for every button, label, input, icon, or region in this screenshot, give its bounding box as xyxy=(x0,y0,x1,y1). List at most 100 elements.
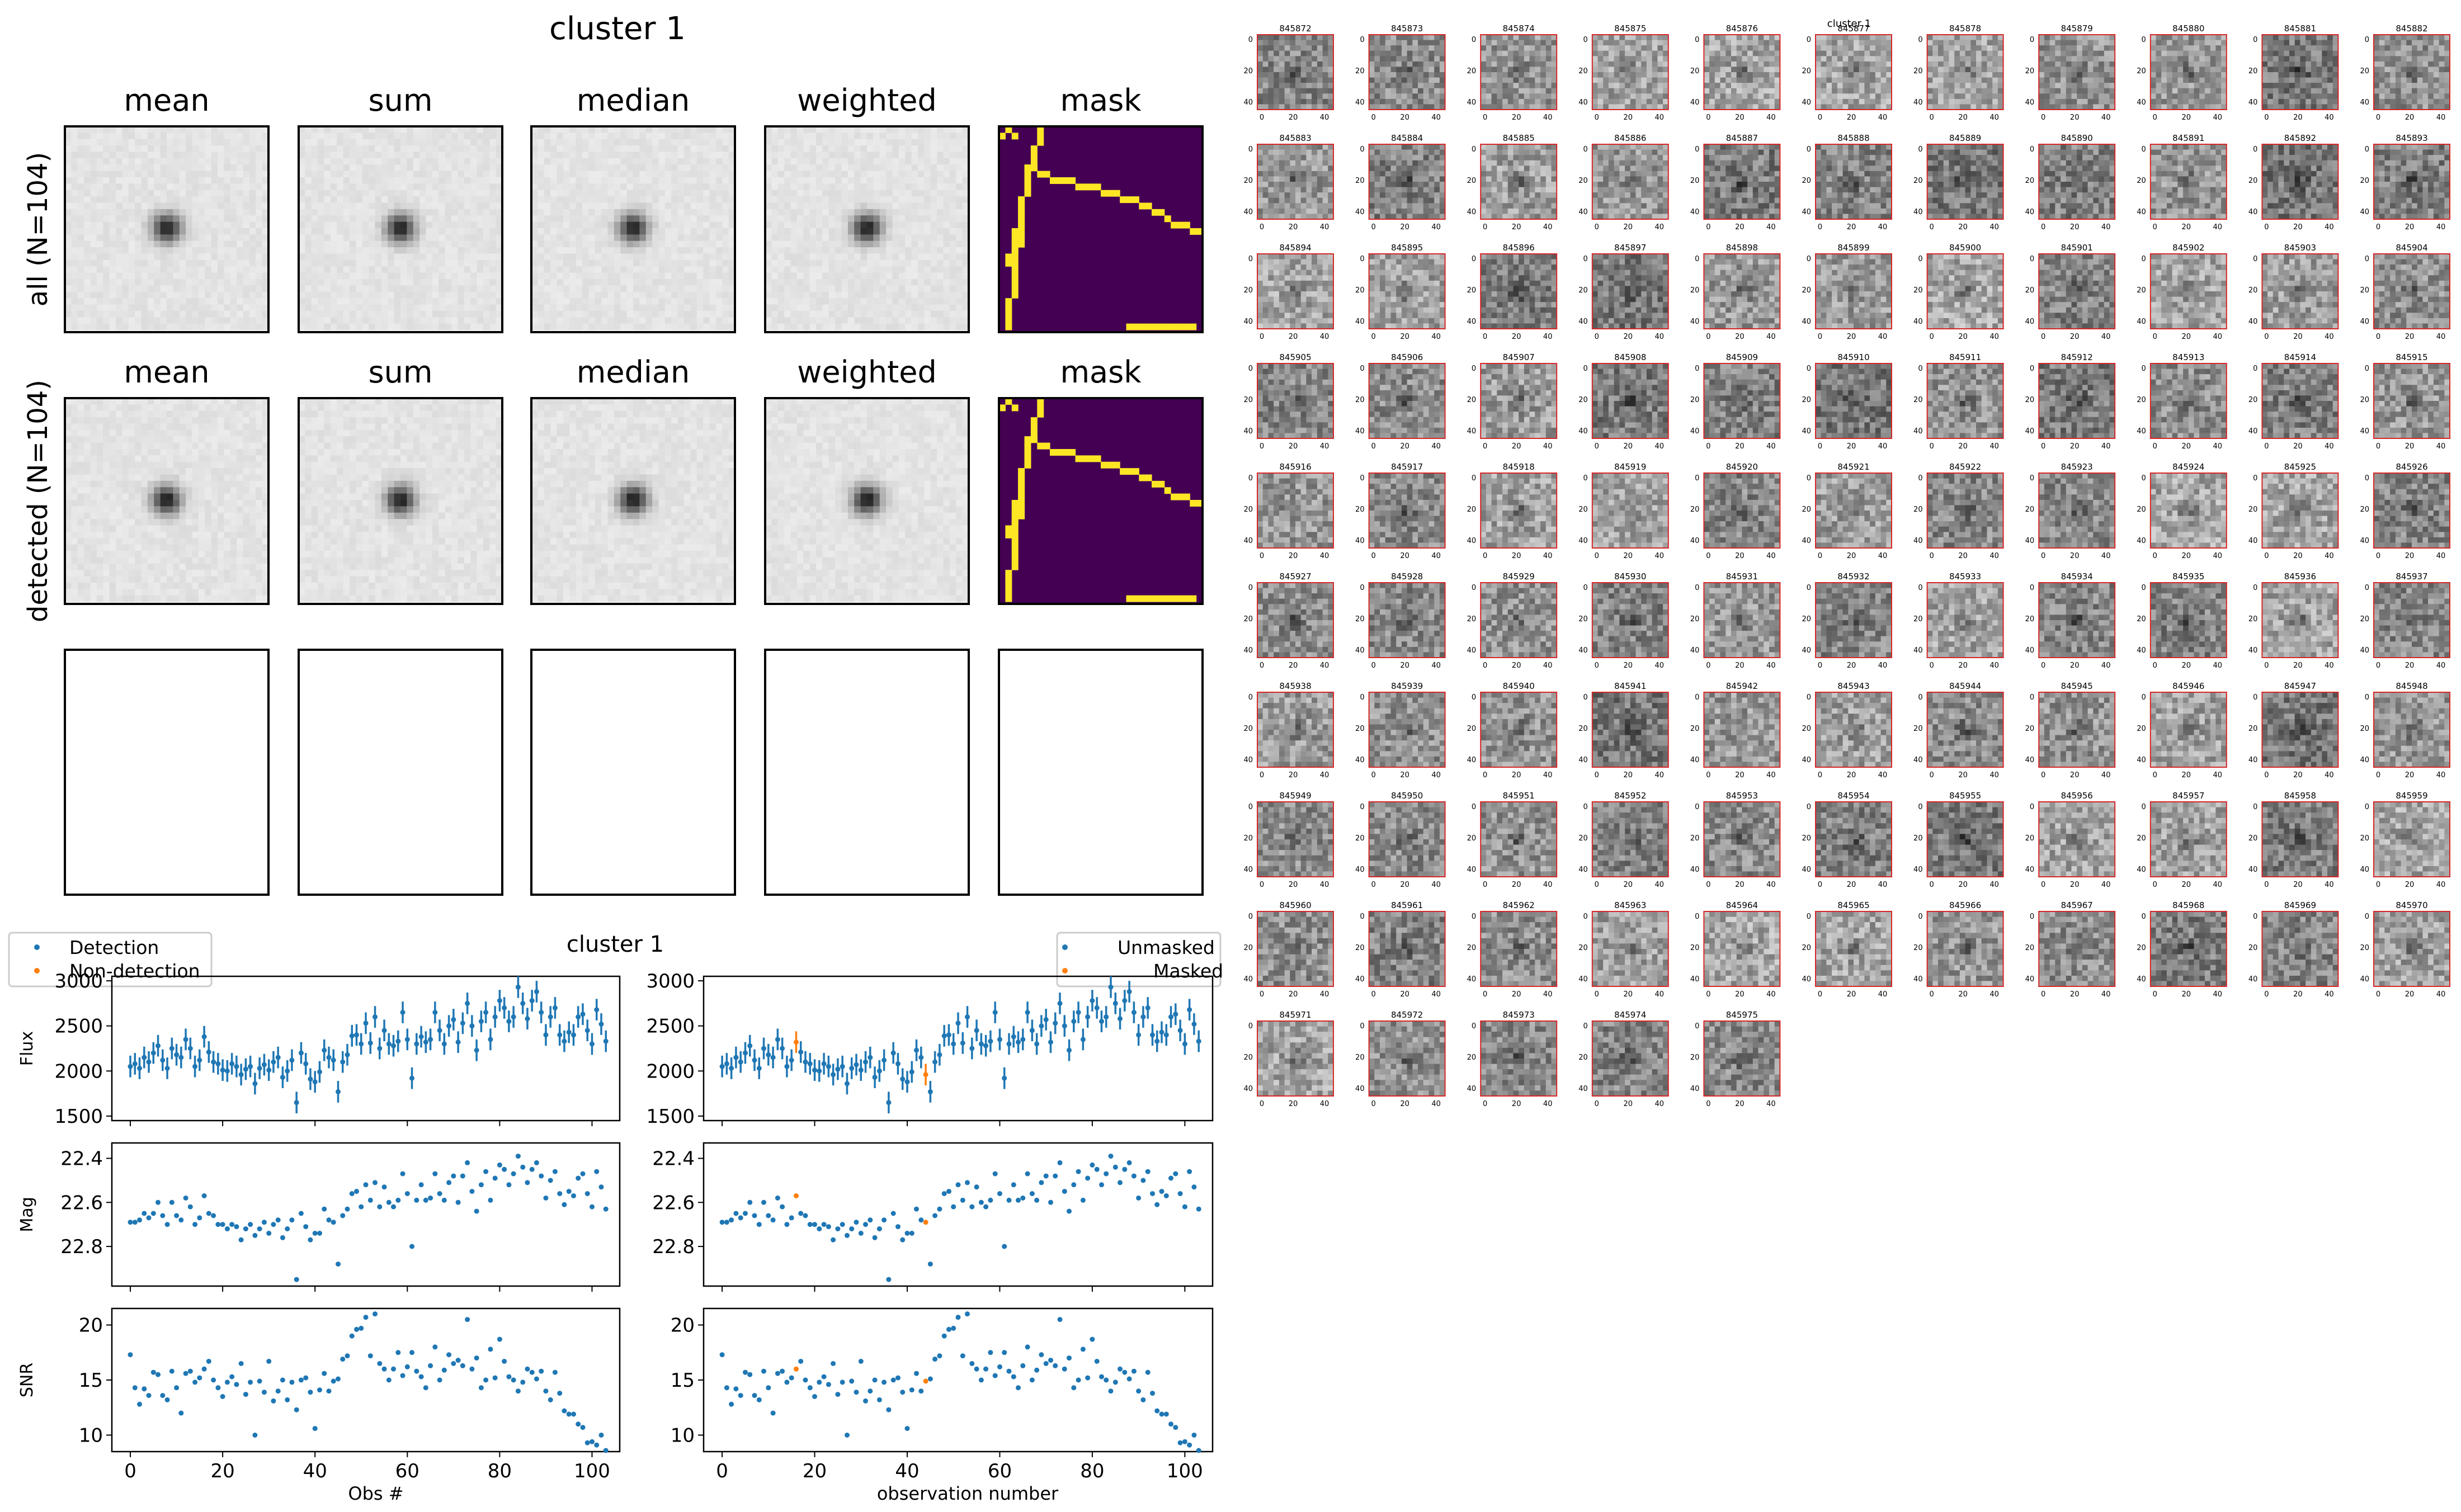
pixel xyxy=(918,126,925,133)
pixel xyxy=(918,209,925,216)
mask-pixel xyxy=(1050,177,1057,184)
pixel xyxy=(918,291,925,299)
pixel xyxy=(154,595,161,602)
pixel xyxy=(601,304,609,311)
pixel xyxy=(620,196,628,204)
pixel xyxy=(633,145,640,153)
pixel xyxy=(595,152,602,159)
pixel xyxy=(173,317,180,324)
pixel xyxy=(90,474,97,481)
pixel xyxy=(614,291,621,299)
pixel xyxy=(582,177,589,184)
pixel xyxy=(400,285,407,292)
pixel xyxy=(777,266,785,273)
pixel xyxy=(369,253,376,261)
pixel xyxy=(224,183,231,191)
pixel xyxy=(664,164,672,172)
pixel xyxy=(122,171,129,178)
pixel xyxy=(464,158,471,165)
pixel xyxy=(796,247,804,254)
pixel xyxy=(179,563,186,570)
pixel xyxy=(84,145,91,153)
pixel xyxy=(141,304,148,311)
pixel xyxy=(147,285,154,292)
pixel xyxy=(343,323,350,330)
pixel xyxy=(96,557,103,564)
pixel xyxy=(905,145,912,153)
pixel xyxy=(544,247,551,254)
pixel xyxy=(557,317,564,324)
pixel xyxy=(305,234,312,242)
pixel xyxy=(664,145,672,153)
pixel xyxy=(477,304,484,311)
pixel xyxy=(671,215,678,223)
pixel xyxy=(709,133,716,140)
pixel xyxy=(690,215,697,223)
pixel xyxy=(790,126,798,133)
pixel xyxy=(186,449,193,456)
pixel xyxy=(809,202,817,210)
pixel xyxy=(388,240,395,248)
pixel xyxy=(563,298,570,305)
pixel xyxy=(318,177,325,184)
pixel xyxy=(803,298,810,305)
pixel xyxy=(84,247,91,254)
pixel xyxy=(458,209,465,216)
pixel xyxy=(84,493,91,500)
pixel xyxy=(103,145,110,153)
pixel xyxy=(937,285,944,292)
pixel xyxy=(898,202,906,210)
pixel xyxy=(728,126,736,133)
pixel xyxy=(388,310,395,318)
pixel xyxy=(886,279,893,286)
pixel xyxy=(962,209,969,216)
pixel xyxy=(369,285,376,292)
pixel xyxy=(892,158,899,165)
pixel xyxy=(369,266,376,273)
pixel xyxy=(419,279,427,286)
pixel xyxy=(109,215,116,223)
pixel xyxy=(103,519,110,526)
pixel xyxy=(186,506,193,513)
pixel xyxy=(369,177,376,184)
pixel xyxy=(445,177,452,184)
pixel xyxy=(167,317,173,324)
pixel xyxy=(262,304,269,311)
pixel xyxy=(109,259,116,267)
pixel xyxy=(160,133,167,140)
pixel xyxy=(703,171,710,178)
pixel xyxy=(728,253,736,261)
pixel xyxy=(426,240,433,248)
pixel xyxy=(445,158,452,165)
pixel xyxy=(192,576,199,583)
pixel xyxy=(930,279,937,286)
pixel xyxy=(154,493,161,500)
pixel xyxy=(728,196,736,204)
pixel xyxy=(173,183,180,191)
pixel xyxy=(816,279,823,286)
pixel xyxy=(154,557,161,564)
pixel xyxy=(65,126,72,133)
pixel xyxy=(375,164,382,172)
pixel xyxy=(109,557,116,564)
pixel xyxy=(77,164,84,172)
pixel xyxy=(394,164,401,172)
pixel xyxy=(809,253,817,261)
pixel xyxy=(930,240,937,248)
pixel xyxy=(388,323,395,330)
pixel xyxy=(362,304,369,311)
pixel xyxy=(362,234,369,242)
pixel xyxy=(620,228,628,235)
pixel xyxy=(690,171,697,178)
pixel xyxy=(103,209,110,216)
pixel xyxy=(96,493,103,500)
pixel xyxy=(639,196,647,204)
pixel xyxy=(211,442,218,450)
pixel xyxy=(224,202,231,210)
pixel xyxy=(324,228,331,235)
pixel xyxy=(135,595,142,602)
pixel xyxy=(458,215,465,223)
mask-pixel xyxy=(1018,196,1025,204)
pixel xyxy=(71,164,78,172)
pixel xyxy=(709,323,716,330)
